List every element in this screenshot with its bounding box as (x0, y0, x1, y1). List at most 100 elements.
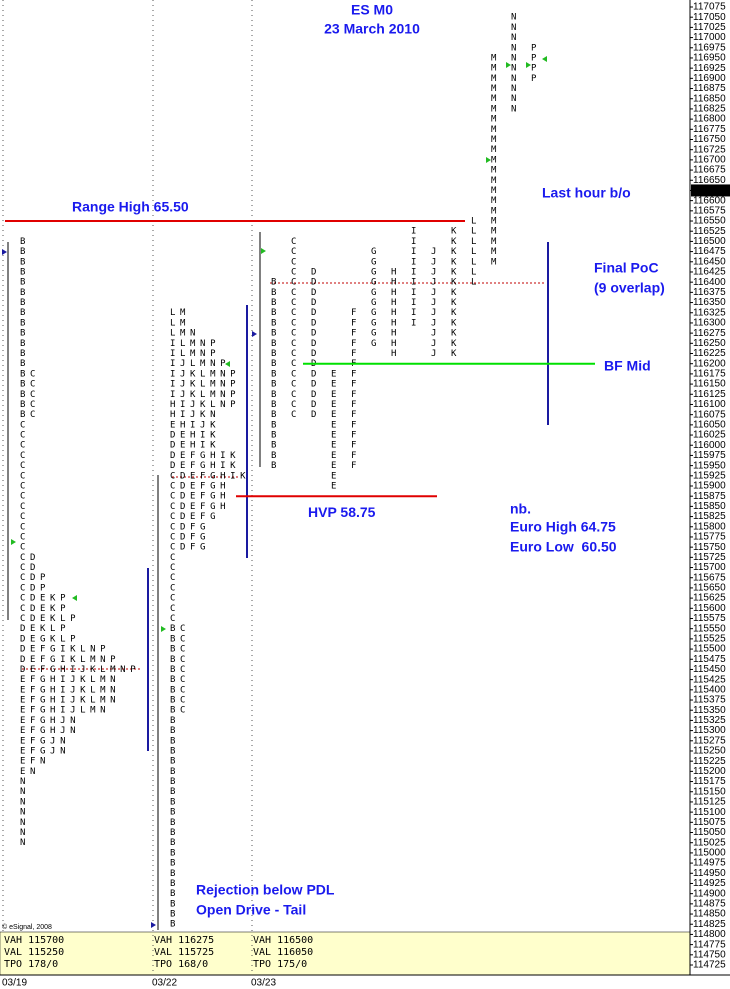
tpo-letter: E (331, 431, 341, 441)
y-tick-label: 116925 (693, 63, 726, 74)
annotation: nb. (510, 501, 531, 517)
tpo-row: B (170, 920, 180, 930)
y-tick-label: 115025 (693, 837, 726, 848)
y-tick-label: 116025 (693, 430, 726, 441)
tpo-row: BC (170, 706, 190, 716)
tpo-letter: C (291, 400, 301, 410)
tpo-row: B (170, 757, 180, 767)
y-tick-label: 116225 (693, 348, 726, 359)
tpo-letter: E (331, 482, 341, 492)
marker (161, 626, 166, 632)
val: VAL 116050 (253, 947, 313, 958)
tpo-letter: I (411, 308, 421, 318)
tpo-row: CDEFGH (170, 482, 230, 492)
marker (506, 62, 511, 68)
tpo-row: EFGJN (20, 746, 70, 756)
y-tick-label: 114750 (693, 949, 726, 960)
y-tick-label: 115200 (693, 766, 726, 777)
tpo-letter: B (271, 441, 281, 451)
tpo-row: N (20, 797, 30, 807)
level-label: HVP 58.75 (308, 504, 376, 520)
tpo-letter: F (351, 329, 361, 339)
tpo-row: B (20, 359, 30, 369)
tpo-row: B (170, 777, 180, 787)
tpo-letter: F (351, 318, 361, 328)
tpo-letter: E (331, 400, 341, 410)
y-tick-label: 116725 (693, 144, 726, 155)
tpo-letter: I (411, 278, 421, 288)
tpo-letter: D (311, 329, 321, 339)
tpo-letter: M (491, 104, 501, 114)
y-tick-label: 116625 (693, 185, 726, 196)
vah: VAH 116275 (154, 935, 214, 946)
tpo-letter: M (491, 64, 501, 74)
tpo-letter: J (431, 339, 441, 349)
tpo-row: B (170, 859, 180, 869)
y-tick-label: 115450 (693, 664, 726, 675)
y-tick-label: 114725 (693, 960, 726, 971)
tpo-letter: M (491, 227, 501, 237)
tpo-row: C (170, 604, 180, 614)
tpo-letter: E (331, 369, 341, 379)
y-tick-label: 116200 (693, 358, 726, 369)
tpo-row: CDEFGH (170, 502, 230, 512)
tpo-letter: C (291, 247, 301, 257)
tpo-row: LMN (170, 329, 200, 339)
tpo-letter: C (291, 410, 301, 420)
tpo-row: CDFG (170, 522, 210, 532)
tpo-letter: D (311, 318, 321, 328)
tpo-letter: L (471, 278, 481, 288)
tpo-row: EFGHIJKLMN (20, 675, 120, 685)
tpo-letter: J (431, 318, 441, 328)
tpo-row: CDFG (170, 532, 210, 542)
tpo-letter: E (331, 380, 341, 390)
tpo-row: DEFGHIK (170, 461, 240, 471)
tpo-row: C (20, 502, 30, 512)
tpo-letter: K (451, 318, 461, 328)
y-tick-label: 115350 (693, 705, 726, 716)
tpo-row: DEFGHIK (170, 451, 240, 461)
tpo-letter: E (331, 410, 341, 420)
tpo-row: EFGHIJLMN (20, 706, 110, 716)
tpo-row: C (170, 614, 180, 624)
y-tick-label: 115750 (693, 542, 726, 553)
y-tick-label: 116900 (693, 73, 726, 84)
y-tick-label: 115925 (693, 470, 726, 481)
tpo-letter: D (311, 390, 321, 400)
y-tick-label: 115550 (693, 623, 726, 634)
y-tick-label: 116125 (693, 389, 726, 400)
tpo-letter: M (491, 53, 501, 63)
tpo-row: BC (170, 655, 190, 665)
tpo-row: N (20, 808, 30, 818)
tpo-letter: J (431, 247, 441, 257)
tpo-row: HIJKLNP (170, 400, 240, 410)
y-tick-label: 116775 (693, 124, 726, 135)
y-tick-label: 115300 (693, 725, 726, 736)
tpo-letter: K (451, 267, 461, 277)
y-tick-label: 115325 (693, 715, 726, 726)
tpo-letter: F (351, 451, 361, 461)
tpo-row: BC (170, 624, 190, 634)
y-tick-label: 115175 (693, 776, 726, 787)
tpo-letter: L (471, 247, 481, 257)
tpo-row: C (170, 553, 180, 563)
y-tick-label: 115225 (693, 756, 726, 767)
tpo-letter: M (491, 145, 501, 155)
marker (486, 157, 491, 163)
tpo-letter: K (451, 288, 461, 298)
y-tick-label: 116650 (693, 175, 726, 186)
tpo-letter: K (451, 247, 461, 257)
y-tick-label: 116175 (693, 369, 726, 380)
tpo-row: BC (170, 645, 190, 655)
tpo-letter: D (311, 308, 321, 318)
tpo-row: DEGKLP (20, 634, 80, 644)
val: VAL 115250 (4, 947, 64, 958)
tpo-letter: B (271, 461, 281, 471)
tpo-letter: H (391, 349, 401, 359)
tpo-letter: K (451, 308, 461, 318)
footer-panel (0, 931, 691, 976)
tpo-letter: B (271, 369, 281, 379)
y-tick-label: 115875 (693, 491, 726, 502)
level-label: BF Mid (604, 357, 651, 373)
tpo-letter: C (291, 339, 301, 349)
